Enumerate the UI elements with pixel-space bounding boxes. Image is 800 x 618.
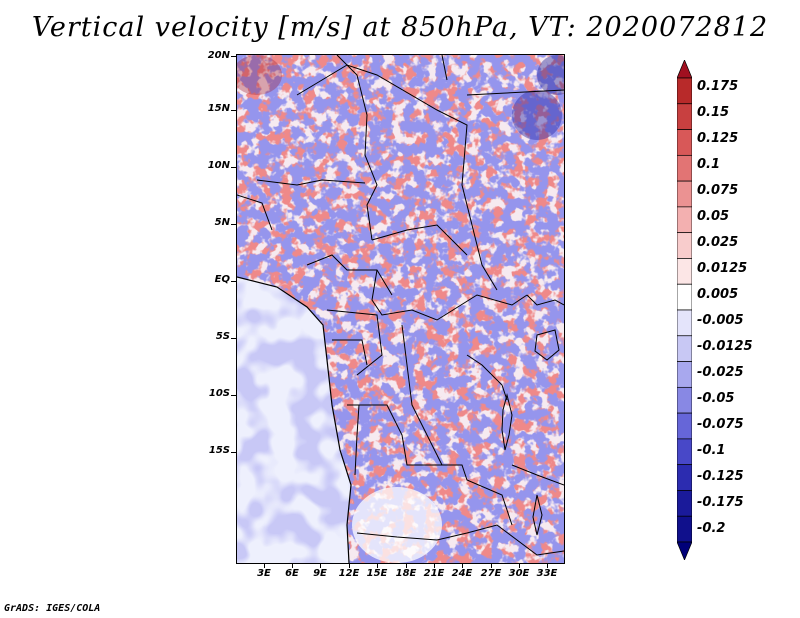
colorbar-label: -0.05 — [697, 391, 735, 406]
lon-label-27e: 27E — [480, 568, 502, 579]
colorbar-swatch — [676, 129, 693, 156]
lat-label-15n: 15N — [207, 103, 230, 114]
lon-tick — [519, 563, 520, 568]
lat-label-20n: 20N — [207, 50, 230, 61]
lat-label-5s: 5S — [215, 331, 230, 342]
lon-tick — [349, 563, 350, 568]
map-plot-area — [236, 54, 565, 564]
colorbar-swatch — [676, 180, 693, 208]
lat-tick — [231, 167, 236, 168]
lon-tick — [547, 563, 548, 568]
lat-tick — [231, 56, 236, 57]
colorbar-label: -0.0125 — [697, 339, 753, 354]
lon-label-9e: 9E — [313, 568, 327, 579]
colorbar-label: -0.075 — [697, 417, 744, 432]
vertical-velocity-field — [237, 55, 564, 563]
colorbar-label: 0.0125 — [697, 261, 748, 276]
grads-credit: GrADS: IGES/COLA — [4, 603, 101, 614]
colorbar-label: -0.005 — [697, 313, 744, 328]
colorbar-swatch — [676, 258, 693, 285]
lat-label-eq: EQ — [214, 274, 230, 285]
colorbar-swatch — [676, 232, 693, 259]
colorbar-label: -0.175 — [697, 495, 744, 510]
colorbar — [676, 59, 693, 561]
lon-label-12e: 12E — [338, 568, 360, 579]
lon-label-18e: 18E — [395, 568, 417, 579]
lon-tick — [292, 563, 293, 568]
colorbar-swatch — [676, 361, 693, 388]
colorbar-swatch — [676, 464, 693, 491]
lon-tick — [434, 563, 435, 568]
colorbar-swatch — [676, 154, 693, 182]
colorbar-swatch — [676, 386, 693, 414]
colorbar-label: 0.005 — [697, 287, 739, 302]
colorbar-swatch — [676, 283, 693, 311]
colorbar-label: -0.1 — [697, 443, 726, 458]
colorbar-label: 0.1 — [697, 157, 721, 172]
lon-tick — [406, 563, 407, 568]
lat-label-15s: 15S — [208, 445, 230, 456]
colorbar-swatch — [676, 490, 693, 517]
colorbar-cap-bottom — [676, 541, 693, 561]
lon-label-3e: 3E — [257, 568, 271, 579]
lat-tick — [231, 338, 236, 339]
lat-tick — [231, 281, 236, 282]
lon-tick — [377, 563, 378, 568]
colorbar-swatch — [676, 515, 693, 543]
colorbar-swatch — [676, 103, 693, 130]
lat-tick — [231, 224, 236, 225]
lon-tick — [320, 563, 321, 568]
colorbar-swatch — [676, 438, 693, 466]
colorbar-label: 0.075 — [697, 183, 739, 198]
lat-tick — [231, 395, 236, 396]
lon-label-24e: 24E — [451, 568, 473, 579]
colorbar-label: 0.025 — [697, 235, 739, 250]
colorbar-swatch — [676, 206, 693, 234]
colorbar-label: 0.05 — [697, 209, 730, 224]
lat-tick — [231, 452, 236, 453]
lat-label-10s: 10S — [208, 388, 230, 399]
lat-tick — [231, 110, 236, 111]
lon-label-33e: 33E — [536, 568, 558, 579]
colorbar-cap-top — [676, 59, 693, 79]
colorbar-label: -0.2 — [697, 521, 726, 536]
lon-tick — [264, 563, 265, 568]
lon-label-15e: 15E — [366, 568, 388, 579]
colorbar-label: 0.15 — [697, 105, 730, 120]
colorbar-swatch — [676, 335, 693, 362]
colorbar-swatches — [676, 59, 693, 561]
lon-tick — [491, 563, 492, 568]
colorbar-label: 0.125 — [697, 131, 739, 146]
lat-label-10n: 10N — [207, 160, 230, 171]
colorbar-swatch — [676, 77, 693, 105]
colorbar-swatch — [676, 412, 693, 440]
lat-label-5n: 5N — [214, 217, 230, 228]
lon-label-21e: 21E — [423, 568, 445, 579]
lon-label-30e: 30E — [508, 568, 530, 579]
lon-label-6e: 6E — [285, 568, 299, 579]
colorbar-label: -0.025 — [697, 365, 744, 380]
colorbar-label: 0.175 — [697, 79, 739, 94]
colorbar-swatch — [676, 309, 693, 337]
chart-title: Vertical velocity [m/s] at 850hPa, VT: 2… — [31, 12, 769, 43]
lon-tick — [462, 563, 463, 568]
colorbar-label: -0.125 — [697, 469, 744, 484]
